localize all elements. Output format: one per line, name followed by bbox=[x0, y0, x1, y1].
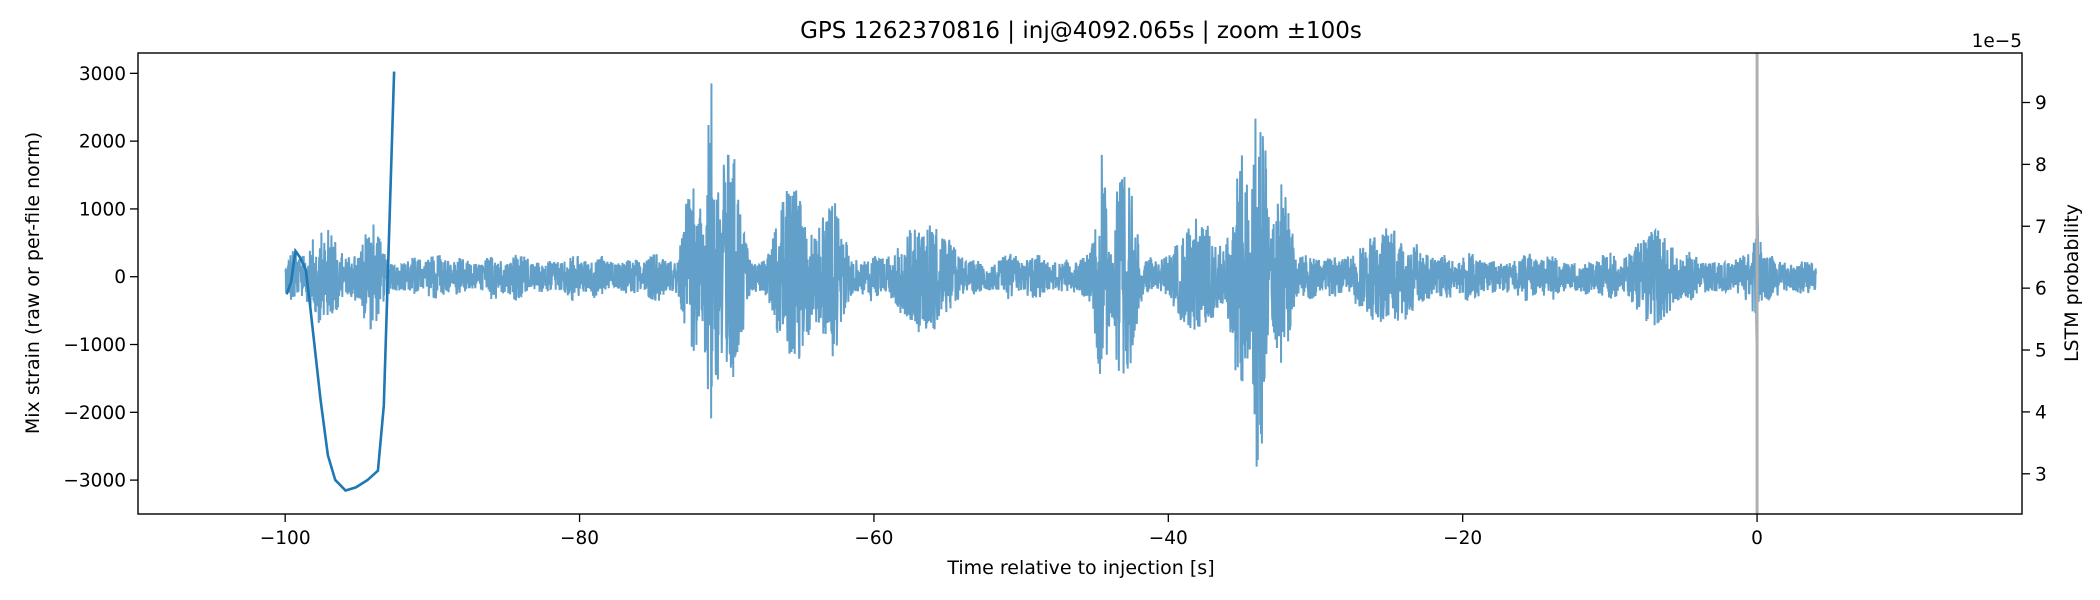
y-right-tick-label: 6 bbox=[2035, 279, 2047, 300]
y-right-tick-label: 7 bbox=[2035, 217, 2047, 238]
y-left-tick-label: 1000 bbox=[79, 199, 126, 220]
x-axis: −100 −80 −60 −40 −20 0 bbox=[260, 514, 1763, 549]
chart-title: GPS 1262370816 | inj@4092.065s | zoom ±1… bbox=[800, 18, 1362, 44]
y-axis-left-label: Mix strain (raw or per-file norm) bbox=[22, 132, 44, 434]
plot-clip-group bbox=[284, 53, 1817, 514]
strain-waveform-line bbox=[284, 83, 1817, 467]
x-tick-label: −20 bbox=[1443, 528, 1482, 549]
y-left-tick-label: −3000 bbox=[63, 471, 126, 492]
y-axis-right: 3 4 5 6 7 8 9 bbox=[2022, 93, 2047, 485]
x-tick-label: −60 bbox=[854, 528, 893, 549]
x-tick-label: 0 bbox=[1751, 528, 1763, 549]
y-axis-right-label: LSTM probability bbox=[2061, 204, 2083, 362]
y-right-tick-label: 5 bbox=[2035, 341, 2047, 362]
lstm-probability-line bbox=[285, 71, 396, 492]
y-left-tick-label: 2000 bbox=[79, 132, 126, 153]
x-axis-label: Time relative to injection [s] bbox=[946, 557, 1214, 579]
y-left-tick-label: 3000 bbox=[79, 64, 126, 85]
y-right-tick-label: 4 bbox=[2035, 402, 2047, 423]
y-right-tick-label: 8 bbox=[2035, 155, 2047, 176]
lstm-series bbox=[285, 71, 396, 492]
right-axis-multiplier: 1e−5 bbox=[1972, 31, 2022, 52]
y-axis-left: −3000 −2000 −1000 0 1000 2000 3000 bbox=[63, 64, 138, 492]
y-right-tick-label: 3 bbox=[2035, 464, 2047, 485]
x-tick-label: −40 bbox=[1149, 528, 1188, 549]
x-tick-label: −80 bbox=[560, 528, 599, 549]
x-tick-label: −100 bbox=[260, 528, 311, 549]
y-left-tick-label: −1000 bbox=[63, 335, 126, 356]
strain-series bbox=[284, 83, 1817, 467]
y-left-tick-label: −2000 bbox=[63, 403, 126, 424]
plot-area-frame bbox=[137, 52, 2023, 515]
y-left-tick-label: 0 bbox=[114, 267, 126, 288]
y-right-tick-label: 9 bbox=[2035, 93, 2047, 114]
